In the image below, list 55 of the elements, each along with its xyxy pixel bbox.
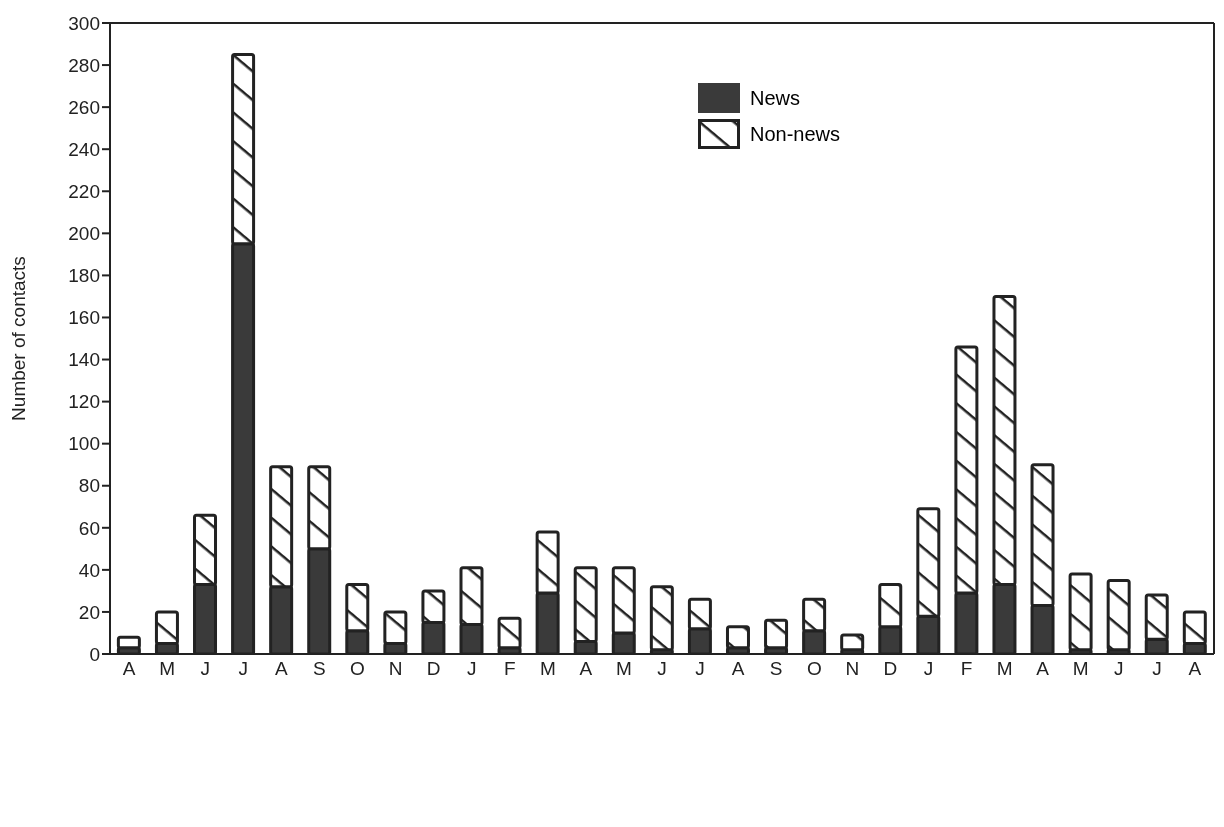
- y-tick-label: 220: [68, 181, 100, 203]
- y-tick-label: 300: [68, 12, 100, 34]
- y-tick-label: 160: [68, 307, 100, 329]
- x-tick-label: M: [539, 658, 556, 680]
- x-tick-label: J: [695, 658, 705, 680]
- x-tick-label: J: [923, 658, 934, 680]
- x-tick-label: J: [238, 658, 248, 680]
- x-tick-label: S: [313, 658, 326, 680]
- y-tick-label: 180: [68, 265, 100, 287]
- y-tick-label: 120: [68, 391, 100, 413]
- y-tick-label: 40: [78, 559, 100, 581]
- x-tick-label: A: [731, 658, 745, 680]
- x-tick-label: D: [426, 658, 441, 680]
- x-tick-label: J: [466, 658, 477, 680]
- y-tick-label: 0: [89, 643, 100, 665]
- x-tick-label: O: [350, 658, 365, 680]
- x-tick-label: J: [1114, 658, 1124, 680]
- bar: [1068, 572, 1093, 652]
- y-tick-label: 60: [78, 517, 100, 539]
- x-tick-label: A: [1188, 658, 1202, 680]
- x-tick-label: D: [883, 658, 898, 680]
- x-tick-label: J: [1152, 658, 1162, 680]
- x-tick-label: O: [806, 658, 822, 680]
- x-tick-label: A: [122, 658, 136, 680]
- bar: [1106, 578, 1131, 652]
- x-tick-label: A: [579, 658, 593, 680]
- y-tick-label: 100: [68, 433, 100, 455]
- legend-label: Non-news: [750, 122, 841, 146]
- bar: [116, 635, 141, 650]
- y-tick-label: 260: [68, 96, 100, 118]
- y-tick-label: 140: [68, 349, 100, 371]
- bar: [764, 618, 789, 650]
- y-tick-label: 80: [78, 475, 100, 497]
- x-tick-label: M: [996, 658, 1013, 680]
- x-tick-label: A: [1036, 658, 1050, 680]
- x-tick-label: M: [1072, 658, 1089, 680]
- y-tick-label: 240: [68, 138, 100, 160]
- x-tick-label: N: [845, 658, 860, 680]
- x-tick-label: M: [616, 658, 632, 680]
- y-tick-label: 280: [68, 54, 100, 76]
- x-tick-label: J: [657, 658, 667, 680]
- x-tick-label: S: [769, 658, 783, 680]
- y-tick-label: 20: [78, 601, 100, 623]
- x-tick-label: A: [274, 658, 288, 680]
- bar: [649, 585, 674, 652]
- y-axis-title: Number of contacts: [7, 256, 29, 421]
- legend-label: News: [750, 86, 801, 110]
- bar: [725, 625, 750, 650]
- x-tick-label: F: [503, 658, 516, 680]
- x-tick-label: M: [159, 658, 176, 680]
- x-tick-label: N: [388, 658, 403, 680]
- x-tick-label: F: [960, 658, 973, 680]
- y-tick-label: 200: [68, 223, 100, 245]
- bar: [497, 616, 522, 650]
- x-tick-label: J: [200, 658, 210, 680]
